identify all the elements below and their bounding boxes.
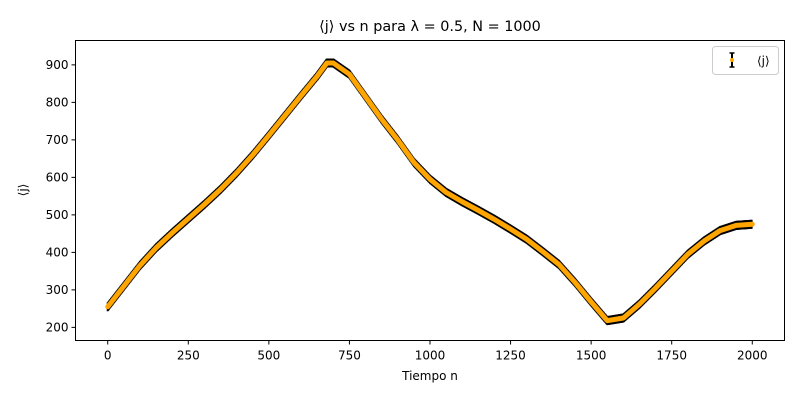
legend-box (712, 46, 779, 75)
y-tick-label: 300 (46, 283, 69, 297)
legend-marker (729, 52, 735, 68)
data-point (169, 230, 175, 236)
data-point (395, 137, 400, 143)
data-point (411, 160, 417, 165)
data-point (669, 268, 674, 274)
data-point (315, 73, 320, 79)
data-point (266, 133, 272, 138)
data-point (363, 94, 368, 99)
data-point (476, 208, 481, 213)
y-tick-label: 800 (46, 95, 69, 109)
data-point (105, 304, 110, 309)
y-axis-label: ⟨j⟩ (16, 184, 30, 197)
data-point (298, 93, 304, 98)
data-point (282, 113, 288, 118)
data-point (121, 283, 127, 289)
data-point (621, 315, 626, 321)
x-tick-label: 0 (104, 349, 112, 363)
data-point (556, 262, 562, 267)
data-point (324, 60, 330, 66)
data-point (572, 280, 578, 285)
data-point (750, 222, 755, 227)
y-tick-label: 900 (46, 58, 69, 72)
data-point (153, 245, 159, 251)
data-point (588, 299, 594, 305)
y-tick-label: 400 (46, 245, 69, 259)
data-point (427, 177, 433, 182)
data-point (137, 263, 143, 268)
y-tick-label: 600 (46, 170, 69, 184)
y-tick-label: 500 (46, 208, 69, 222)
x-tick-label: 1000 (415, 349, 446, 363)
x-tick-label: 1250 (495, 349, 526, 363)
data-point (508, 226, 513, 232)
data-point (186, 216, 191, 221)
legend: ⟨j⟩ (712, 46, 779, 75)
x-tick-label: 1750 (656, 349, 687, 363)
data-point (733, 223, 739, 228)
y-tick-label: 200 (46, 320, 69, 334)
x-tick-label: 250 (177, 349, 200, 363)
legend-label: ⟨j⟩ (757, 54, 770, 68)
data-point (605, 318, 610, 323)
x-tick-label: 500 (257, 349, 280, 363)
x-axis: 0 250 500 750 1000 1250 1500 1750 2000 (104, 340, 768, 363)
data-point (250, 152, 255, 158)
data-point (685, 252, 691, 257)
x-axis-label: Tiempo n (401, 369, 458, 383)
x-tick-label: 1500 (576, 349, 607, 363)
data-point (443, 190, 449, 195)
data-point (460, 199, 465, 204)
x-tick-label: 750 (338, 349, 361, 363)
data-point (202, 202, 207, 207)
data-point (540, 249, 545, 254)
data-point (701, 238, 707, 244)
legend-dot (730, 58, 734, 62)
data-point (347, 72, 352, 77)
plot-area (105, 58, 755, 326)
data-point (637, 301, 642, 307)
data-point (218, 187, 223, 192)
data-point (492, 217, 497, 222)
data-points (105, 60, 755, 323)
data-point (234, 170, 239, 176)
data-point (717, 228, 723, 233)
y-tick-label: 700 (46, 133, 69, 147)
data-point (653, 285, 658, 291)
data-point (331, 60, 336, 66)
data-point (524, 237, 529, 242)
y-axis: 200 300 400 500 600 700 800 900 (46, 58, 76, 334)
series-line (105, 60, 755, 324)
x-tick-label: 2000 (737, 349, 768, 363)
data-point (379, 117, 384, 122)
chart-title: ⟨j⟩ vs n para λ = 0.5, N = 1000 (319, 19, 541, 35)
